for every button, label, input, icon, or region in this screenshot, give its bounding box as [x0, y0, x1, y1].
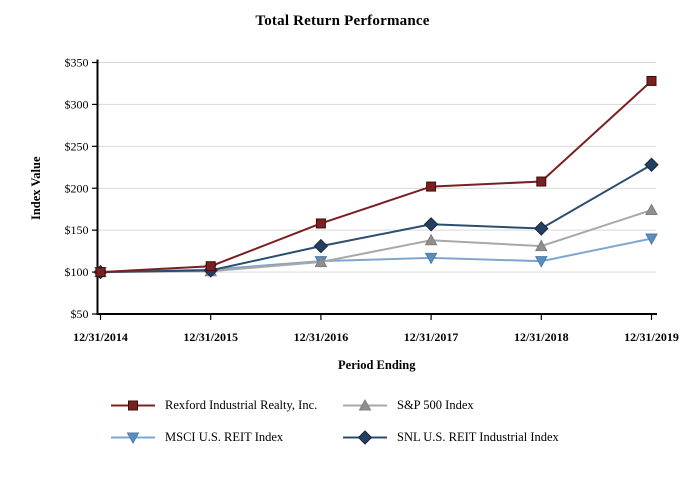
- legend-label: SNL U.S. REIT Industrial Index: [397, 429, 559, 444]
- y-tick-label: $100: [65, 265, 89, 279]
- series-sp500: [94, 203, 658, 278]
- x-tick-label: 12/31/2015: [183, 330, 238, 344]
- series-rexford: [95, 75, 657, 278]
- legend-label: MSCI U.S. REIT Index: [165, 429, 284, 444]
- x-tick-label: 12/31/2017: [404, 330, 459, 344]
- legend-item-snl-us-reit-industrial: SNL U.S. REIT Industrial Index: [342, 429, 559, 445]
- y-tick-label: $200: [65, 181, 89, 195]
- x-axis: 12/31/2014 12/31/2015 12/31/2016 12/31/2017…: [73, 314, 679, 344]
- legend-item-sp500: S&P 500 Index: [342, 398, 559, 412]
- y-tick-label: $50: [71, 307, 89, 321]
- chart-legend: Rexford Industrial Realty, Inc. S&P 500 I…: [110, 398, 559, 445]
- diamond-legend-marker-icon: [343, 429, 387, 445]
- x-axis-title: Period Ending: [338, 358, 416, 372]
- y-axis-title: Index Value: [29, 156, 43, 220]
- square-legend-marker-icon: [111, 400, 155, 410]
- series-snl-us-reit-industrial: [93, 157, 659, 280]
- x-tick-label: 12/31/2019: [624, 330, 679, 344]
- triangle-up-legend-marker-icon: [343, 398, 387, 410]
- triangle-down-legend-marker-icon: [111, 432, 155, 444]
- legend-label: S&P 500 Index: [397, 397, 474, 412]
- y-tick-label: $300: [65, 97, 89, 111]
- x-tick-label: 12/31/2018: [514, 330, 569, 344]
- y-axis: $50 $100 $150 $200 $250 $300 $350: [65, 56, 98, 321]
- x-tick-label: 12/31/2016: [294, 330, 349, 344]
- y-tick-label: $150: [65, 223, 89, 237]
- chart-title: Total Return Performance: [255, 13, 430, 29]
- y-tick-label: $250: [65, 139, 89, 153]
- x-tick-label: 12/31/2014: [73, 330, 128, 344]
- gridlines: [97, 62, 656, 273]
- legend-label: Rexford Industrial Realty, Inc.: [165, 397, 318, 412]
- y-tick-label: $350: [65, 56, 89, 70]
- legend-item-msci-us-reit: MSCI U.S. REIT Index: [110, 430, 342, 444]
- legend-item-rexford: Rexford Industrial Realty, Inc.: [110, 398, 342, 412]
